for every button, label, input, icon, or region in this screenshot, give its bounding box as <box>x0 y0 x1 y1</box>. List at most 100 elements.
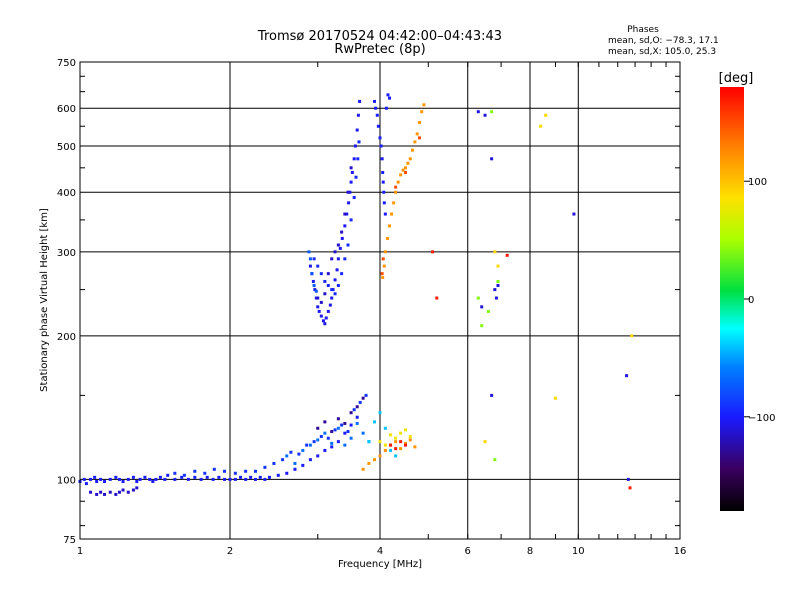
data-point <box>323 322 327 326</box>
data-point <box>272 461 276 465</box>
y-tick-label: 200 <box>57 332 76 343</box>
data-point <box>572 212 576 216</box>
data-point <box>233 471 237 475</box>
data-point <box>383 250 387 254</box>
data-point <box>108 477 112 481</box>
data-point <box>343 421 347 425</box>
data-point <box>148 477 152 481</box>
data-point <box>346 190 350 194</box>
data-point <box>399 440 403 444</box>
data-point <box>383 443 387 447</box>
data-point <box>103 492 107 496</box>
data-point <box>357 140 361 144</box>
data-point <box>358 99 362 103</box>
data-point <box>385 236 389 240</box>
data-point <box>394 190 398 194</box>
data-point <box>121 488 125 492</box>
data-point <box>293 461 297 465</box>
data-point <box>308 264 312 268</box>
data-point <box>346 243 350 247</box>
data-point <box>217 475 221 479</box>
y-tick-label: 500 <box>57 142 76 153</box>
data-point <box>316 438 320 442</box>
data-point <box>301 463 305 467</box>
data-point <box>343 443 347 447</box>
data-point <box>316 426 320 430</box>
data-point <box>358 400 362 404</box>
x-tick-label: 10 <box>572 546 585 557</box>
data-point <box>417 136 421 140</box>
data-point <box>166 473 170 477</box>
data-point <box>333 250 337 254</box>
data-point <box>276 473 280 477</box>
data-point <box>480 324 484 328</box>
data-point <box>212 467 216 471</box>
data-point <box>323 448 327 452</box>
y-tick-label: 400 <box>57 188 76 199</box>
data-point <box>223 477 227 481</box>
data-point <box>483 440 487 444</box>
data-point <box>378 440 382 444</box>
data-point <box>293 467 297 471</box>
data-point <box>330 257 334 261</box>
data-point <box>544 113 548 117</box>
data-point <box>399 173 403 177</box>
data-point <box>343 212 347 216</box>
data-point <box>117 490 121 494</box>
data-point <box>323 279 327 283</box>
data-point <box>435 296 439 300</box>
data-point <box>355 128 359 132</box>
data-point <box>373 99 377 103</box>
colorbar: [deg] 100 0 −100 <box>719 71 775 511</box>
data-point <box>180 475 184 479</box>
data-point <box>253 469 257 473</box>
data-point <box>330 296 334 300</box>
data-point <box>308 443 312 447</box>
data-point <box>384 106 388 110</box>
data-point <box>403 441 407 445</box>
data-point <box>343 224 347 228</box>
data-point <box>135 479 139 483</box>
data-point <box>625 374 629 378</box>
data-point <box>308 257 312 261</box>
data-point <box>99 490 103 494</box>
data-point <box>373 458 377 462</box>
data-point <box>316 454 320 458</box>
y-tick-label: 300 <box>57 248 76 259</box>
data-point <box>626 477 630 481</box>
data-point <box>380 157 384 161</box>
data-point <box>103 479 107 483</box>
data-point <box>335 268 339 272</box>
data-point <box>347 201 351 205</box>
data-point <box>486 309 490 313</box>
data-point <box>173 471 177 475</box>
data-point <box>323 292 327 296</box>
data-point <box>186 477 190 481</box>
y-tick-label: 100 <box>57 475 76 486</box>
data-point <box>336 440 340 444</box>
data-point <box>394 440 398 444</box>
data-point <box>82 477 86 481</box>
data-point <box>386 93 390 97</box>
data-point <box>389 433 393 437</box>
data-point <box>381 170 385 174</box>
data-point <box>330 288 334 292</box>
data-point <box>493 250 497 254</box>
data-point <box>348 190 352 194</box>
y-tick-label: 600 <box>57 104 76 115</box>
data-point <box>326 272 330 276</box>
data-point <box>126 490 130 494</box>
y-axis-ticks: 75 100 200 300 400 500 600 750 <box>57 58 680 546</box>
data-point <box>352 157 356 161</box>
data-point <box>313 288 317 292</box>
data-point <box>389 443 393 447</box>
plot-area <box>78 61 681 540</box>
data-point <box>382 190 386 194</box>
data-point <box>408 438 412 442</box>
data-point <box>422 103 426 107</box>
data-point <box>326 436 330 440</box>
data-point <box>319 300 323 304</box>
data-point <box>394 454 398 458</box>
data-point <box>403 443 407 447</box>
data-point <box>356 113 360 117</box>
